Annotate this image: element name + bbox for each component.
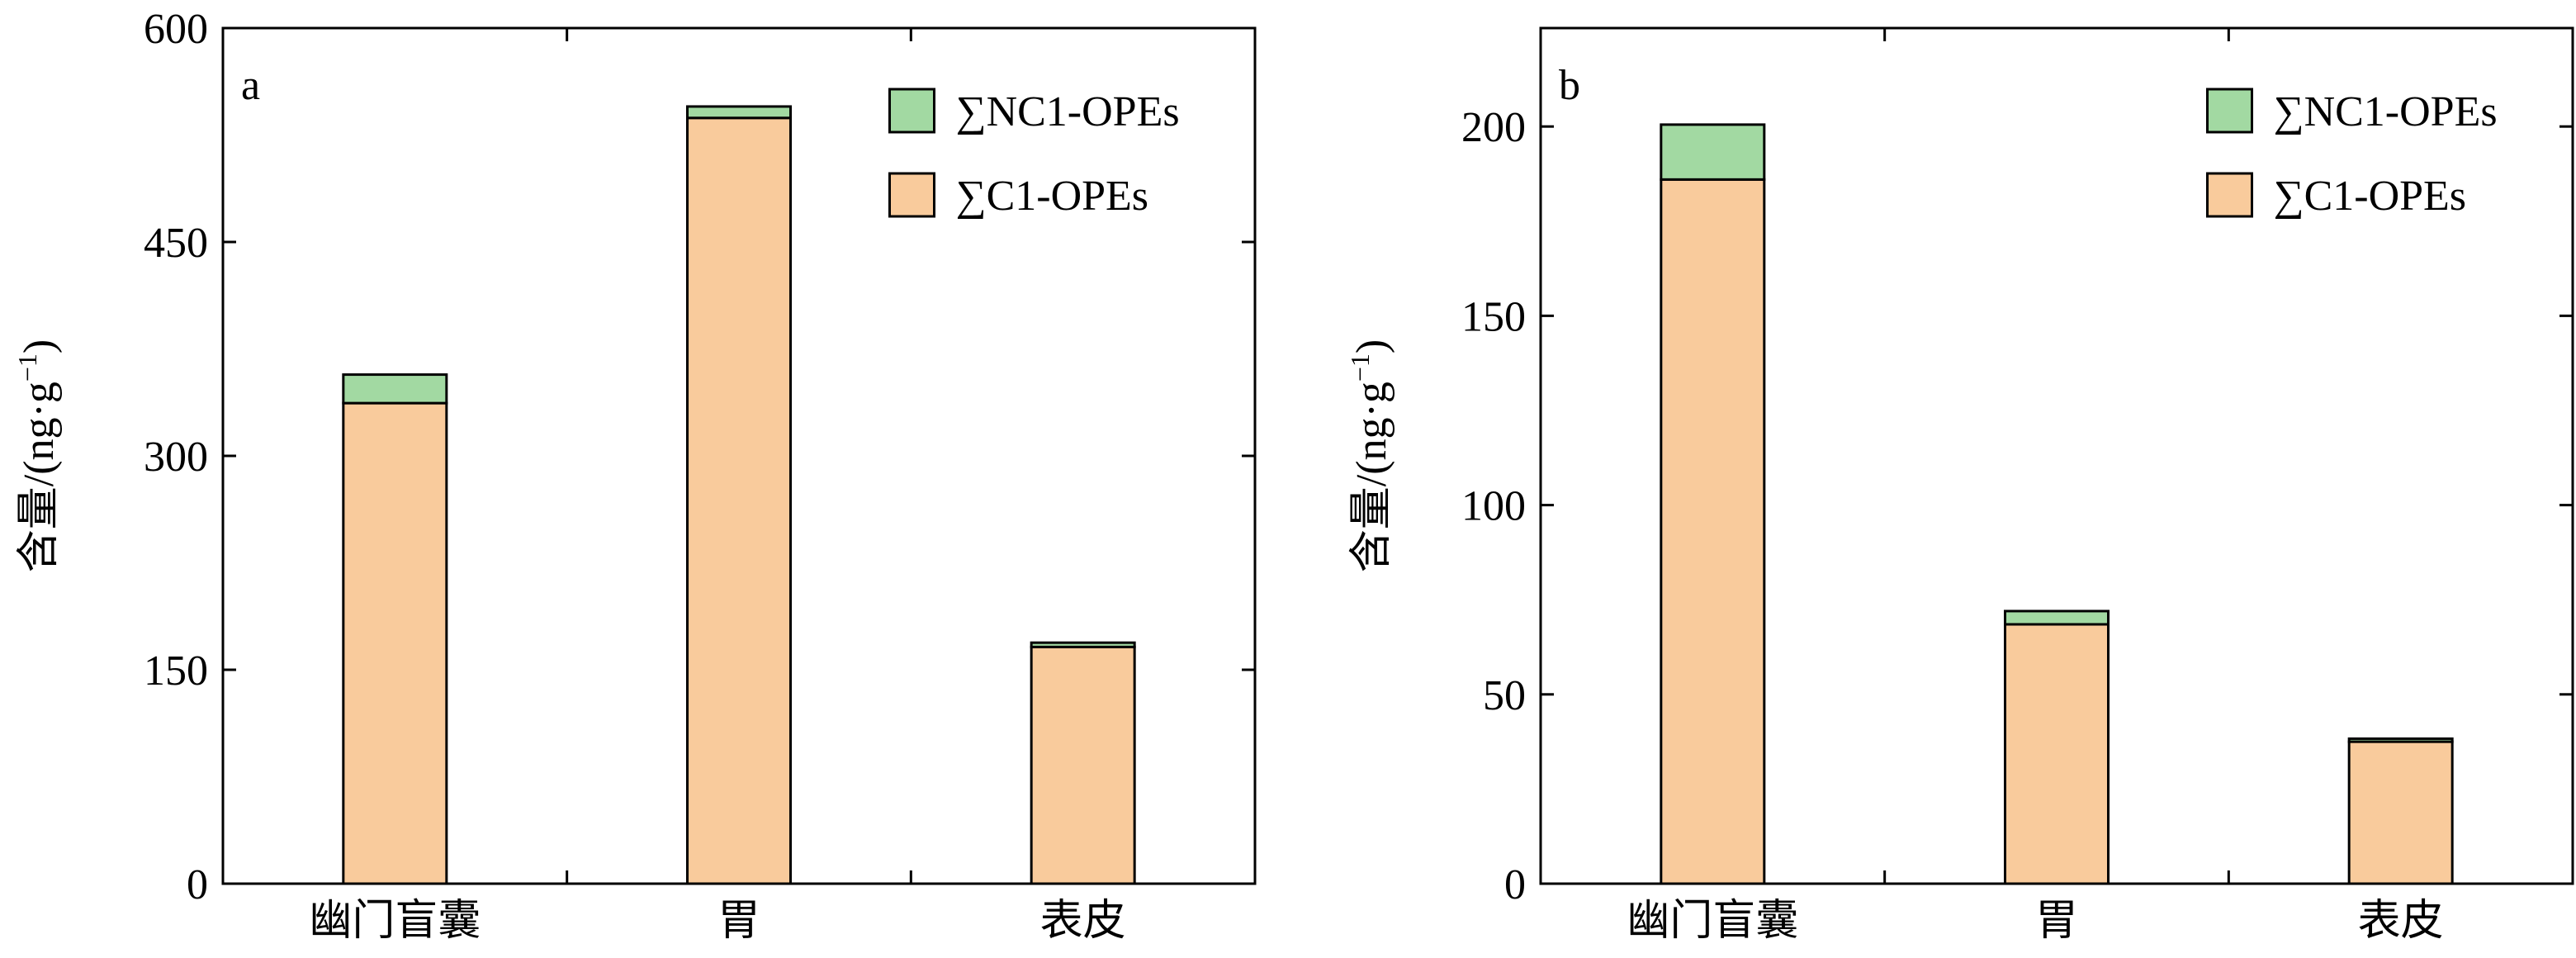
bar-segment-series-0 — [686, 116, 792, 885]
y-tick-label: 600 — [144, 6, 208, 53]
y-tick-label: 0 — [1504, 861, 1526, 908]
y-tick-label: 150 — [144, 647, 208, 695]
y-tick-label: 50 — [1483, 672, 1526, 719]
legend-swatch — [2206, 172, 2253, 218]
y-tick-label: 150 — [1461, 293, 1526, 340]
legend-label: ∑C1-OPEs — [2274, 173, 2467, 220]
y-axis-label-main: 含量/(ng·g — [1348, 382, 1395, 572]
y-axis-label: 含量/(ng·g−1) — [12, 339, 63, 572]
bar-segment-series-0 — [1030, 645, 1136, 885]
chart-panel-a: 0 150 300 450 600 幽门盲囊 胃 表皮 a ∑NC1-OPEs ∑C1-OPEs 含量… — [12, 6, 1257, 945]
legend-label: ∑NC1-OPEs — [956, 88, 1180, 135]
legend-swatch — [2206, 88, 2253, 134]
x-category-label: 胃 — [2035, 898, 2078, 945]
panel-label: a — [241, 62, 260, 109]
legend-label: ∑C1-OPEs — [956, 173, 1149, 220]
x-category-label: 表皮 — [1040, 898, 1126, 945]
legend-label: ∑NC1-OPEs — [2274, 88, 2498, 135]
legend-swatch — [888, 88, 935, 134]
y-tick-label: 0 — [187, 861, 208, 908]
y-tick-label: 300 — [144, 434, 208, 481]
y-tick-label: 200 — [1461, 104, 1526, 151]
y-tick-label: 450 — [144, 220, 208, 267]
y-axis-label-main: 含量/(ng·g — [16, 382, 63, 572]
y-axis-label-sup: −1 — [1345, 353, 1375, 382]
bar-segment-series-1 — [1660, 123, 1766, 181]
x-category-label: 表皮 — [2358, 898, 2444, 945]
bar-segment-series-1 — [2004, 609, 2110, 626]
bar-segment-series-1 — [2347, 737, 2454, 743]
bar-segment-series-1 — [1030, 641, 1136, 648]
legend: ∑NC1-OPEs ∑C1-OPEs — [888, 88, 1180, 220]
y-axis-label-sup: −1 — [12, 353, 42, 382]
legend-swatch — [888, 172, 935, 218]
bar-segment-series-0 — [2347, 740, 2454, 885]
x-category-label: 胃 — [717, 898, 760, 945]
y-axis-label-close: ) — [1348, 339, 1395, 353]
panel-label: b — [1559, 62, 1580, 109]
legend: ∑NC1-OPEs ∑C1-OPEs — [2206, 88, 2498, 220]
bar-segment-series-0 — [1660, 178, 1766, 885]
y-axis-label-close: ) — [16, 339, 63, 353]
bar-segment-series-1 — [686, 105, 792, 120]
y-tick-label: 100 — [1461, 483, 1526, 530]
chart-panel-b: 0 50 100 150 200 幽门盲囊 胃 表皮 b ∑NC1-OPEs ∑C1-OPEs 含量/… — [1345, 26, 2574, 945]
bar-segment-series-0 — [342, 401, 448, 885]
bar-segment-series-0 — [2004, 623, 2110, 885]
x-category-label: 幽门盲囊 — [1627, 898, 1798, 945]
x-category-label: 幽门盲囊 — [309, 898, 481, 945]
bar-segment-series-1 — [342, 373, 448, 405]
y-axis-label: 含量/(ng·g−1) — [1345, 339, 1395, 572]
